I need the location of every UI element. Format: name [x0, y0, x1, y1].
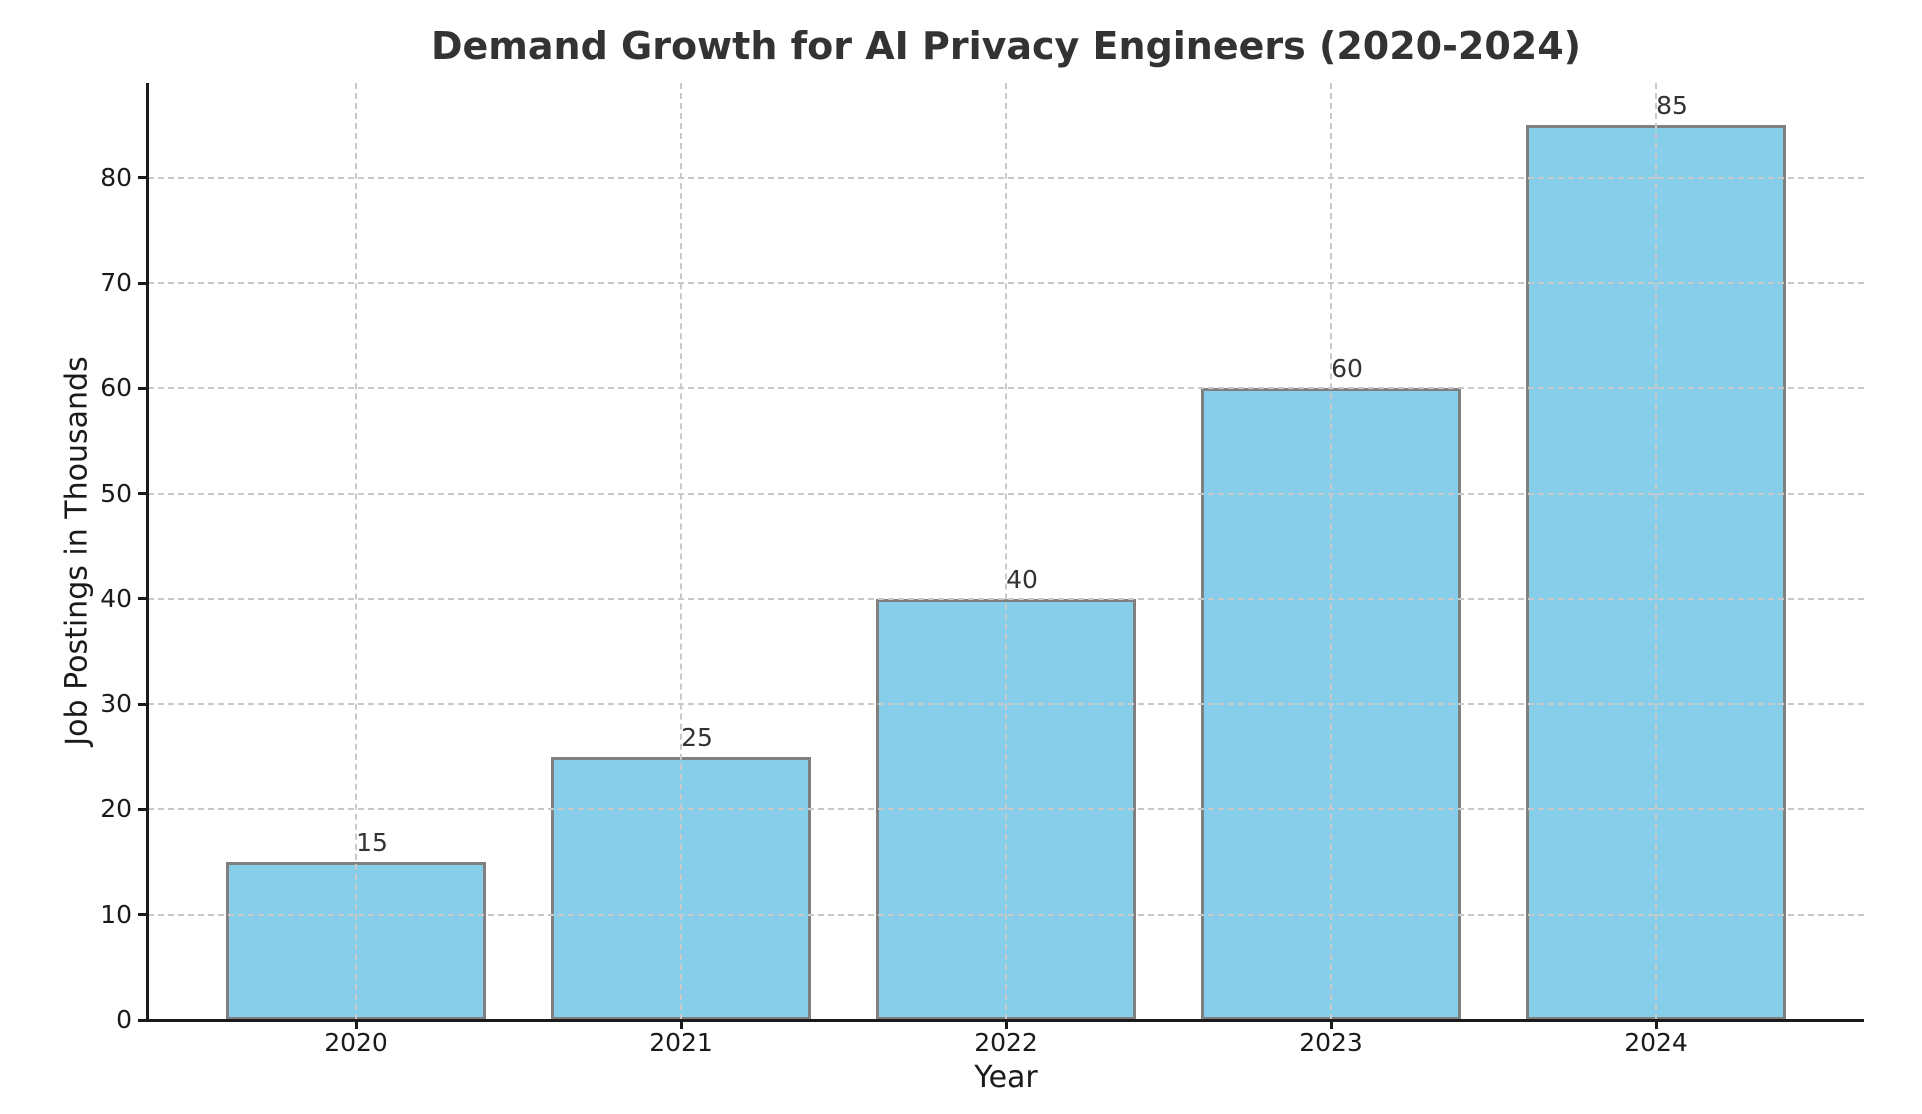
bar-value-label: 25 [681, 722, 713, 752]
bar-value-label: 40 [1006, 564, 1038, 594]
y-tick-mark [138, 1018, 148, 1022]
y-tick-label: 10 [100, 899, 132, 929]
x-tick-mark [679, 1020, 683, 1029]
y-tick-label: 30 [100, 689, 132, 719]
y-tick-mark [138, 386, 148, 390]
y-axis-label: Job Postings in Thousands [59, 356, 95, 746]
y-tick-mark [138, 913, 148, 917]
v-gridline [1330, 83, 1332, 1020]
y-tick-mark [138, 807, 148, 811]
y-tick-mark [138, 492, 148, 496]
chart-title: Demand Growth for AI Privacy Engineers (… [430, 24, 1582, 68]
x-tick-label: 2024 [1624, 1028, 1688, 1057]
y-tick-mark [138, 702, 148, 706]
y-tick-mark [138, 176, 148, 180]
y-tick-label: 50 [100, 478, 132, 508]
v-gridline [680, 83, 682, 1020]
x-tick-mark [1329, 1020, 1333, 1029]
y-tick-label: 0 [116, 1005, 132, 1034]
v-gridline [1655, 83, 1657, 1020]
x-tick-mark [1004, 1020, 1008, 1029]
y-tick-mark [138, 597, 148, 601]
bar-value-label: 60 [1331, 354, 1363, 384]
x-tick-label: 2022 [974, 1028, 1038, 1057]
y-tick-label: 70 [100, 268, 132, 298]
y-tick-label: 40 [100, 583, 132, 613]
x-tick-label: 2020 [324, 1028, 388, 1057]
plot-area: 0 10 20 30 40 50 60 70 80 2020 15 2021 25 2022 40 2023 6… [100, 83, 1864, 1057]
y-tick-label: 60 [100, 373, 132, 403]
bar-value-label: 85 [1656, 91, 1688, 121]
y-tick-mark [138, 281, 148, 285]
x-tick-label: 2023 [1299, 1028, 1363, 1057]
v-gridline [1005, 83, 1007, 1020]
y-axis-spine [146, 83, 149, 1020]
y-tick-label: 80 [100, 162, 132, 192]
x-tick-mark [354, 1020, 358, 1029]
bar-value-label: 15 [356, 828, 388, 858]
x-tick-label: 2021 [649, 1028, 713, 1057]
x-axis-label: Year [974, 1060, 1038, 1095]
v-gridline [355, 83, 357, 1020]
x-tick-mark [1654, 1020, 1658, 1029]
y-tick-label: 20 [100, 794, 132, 824]
